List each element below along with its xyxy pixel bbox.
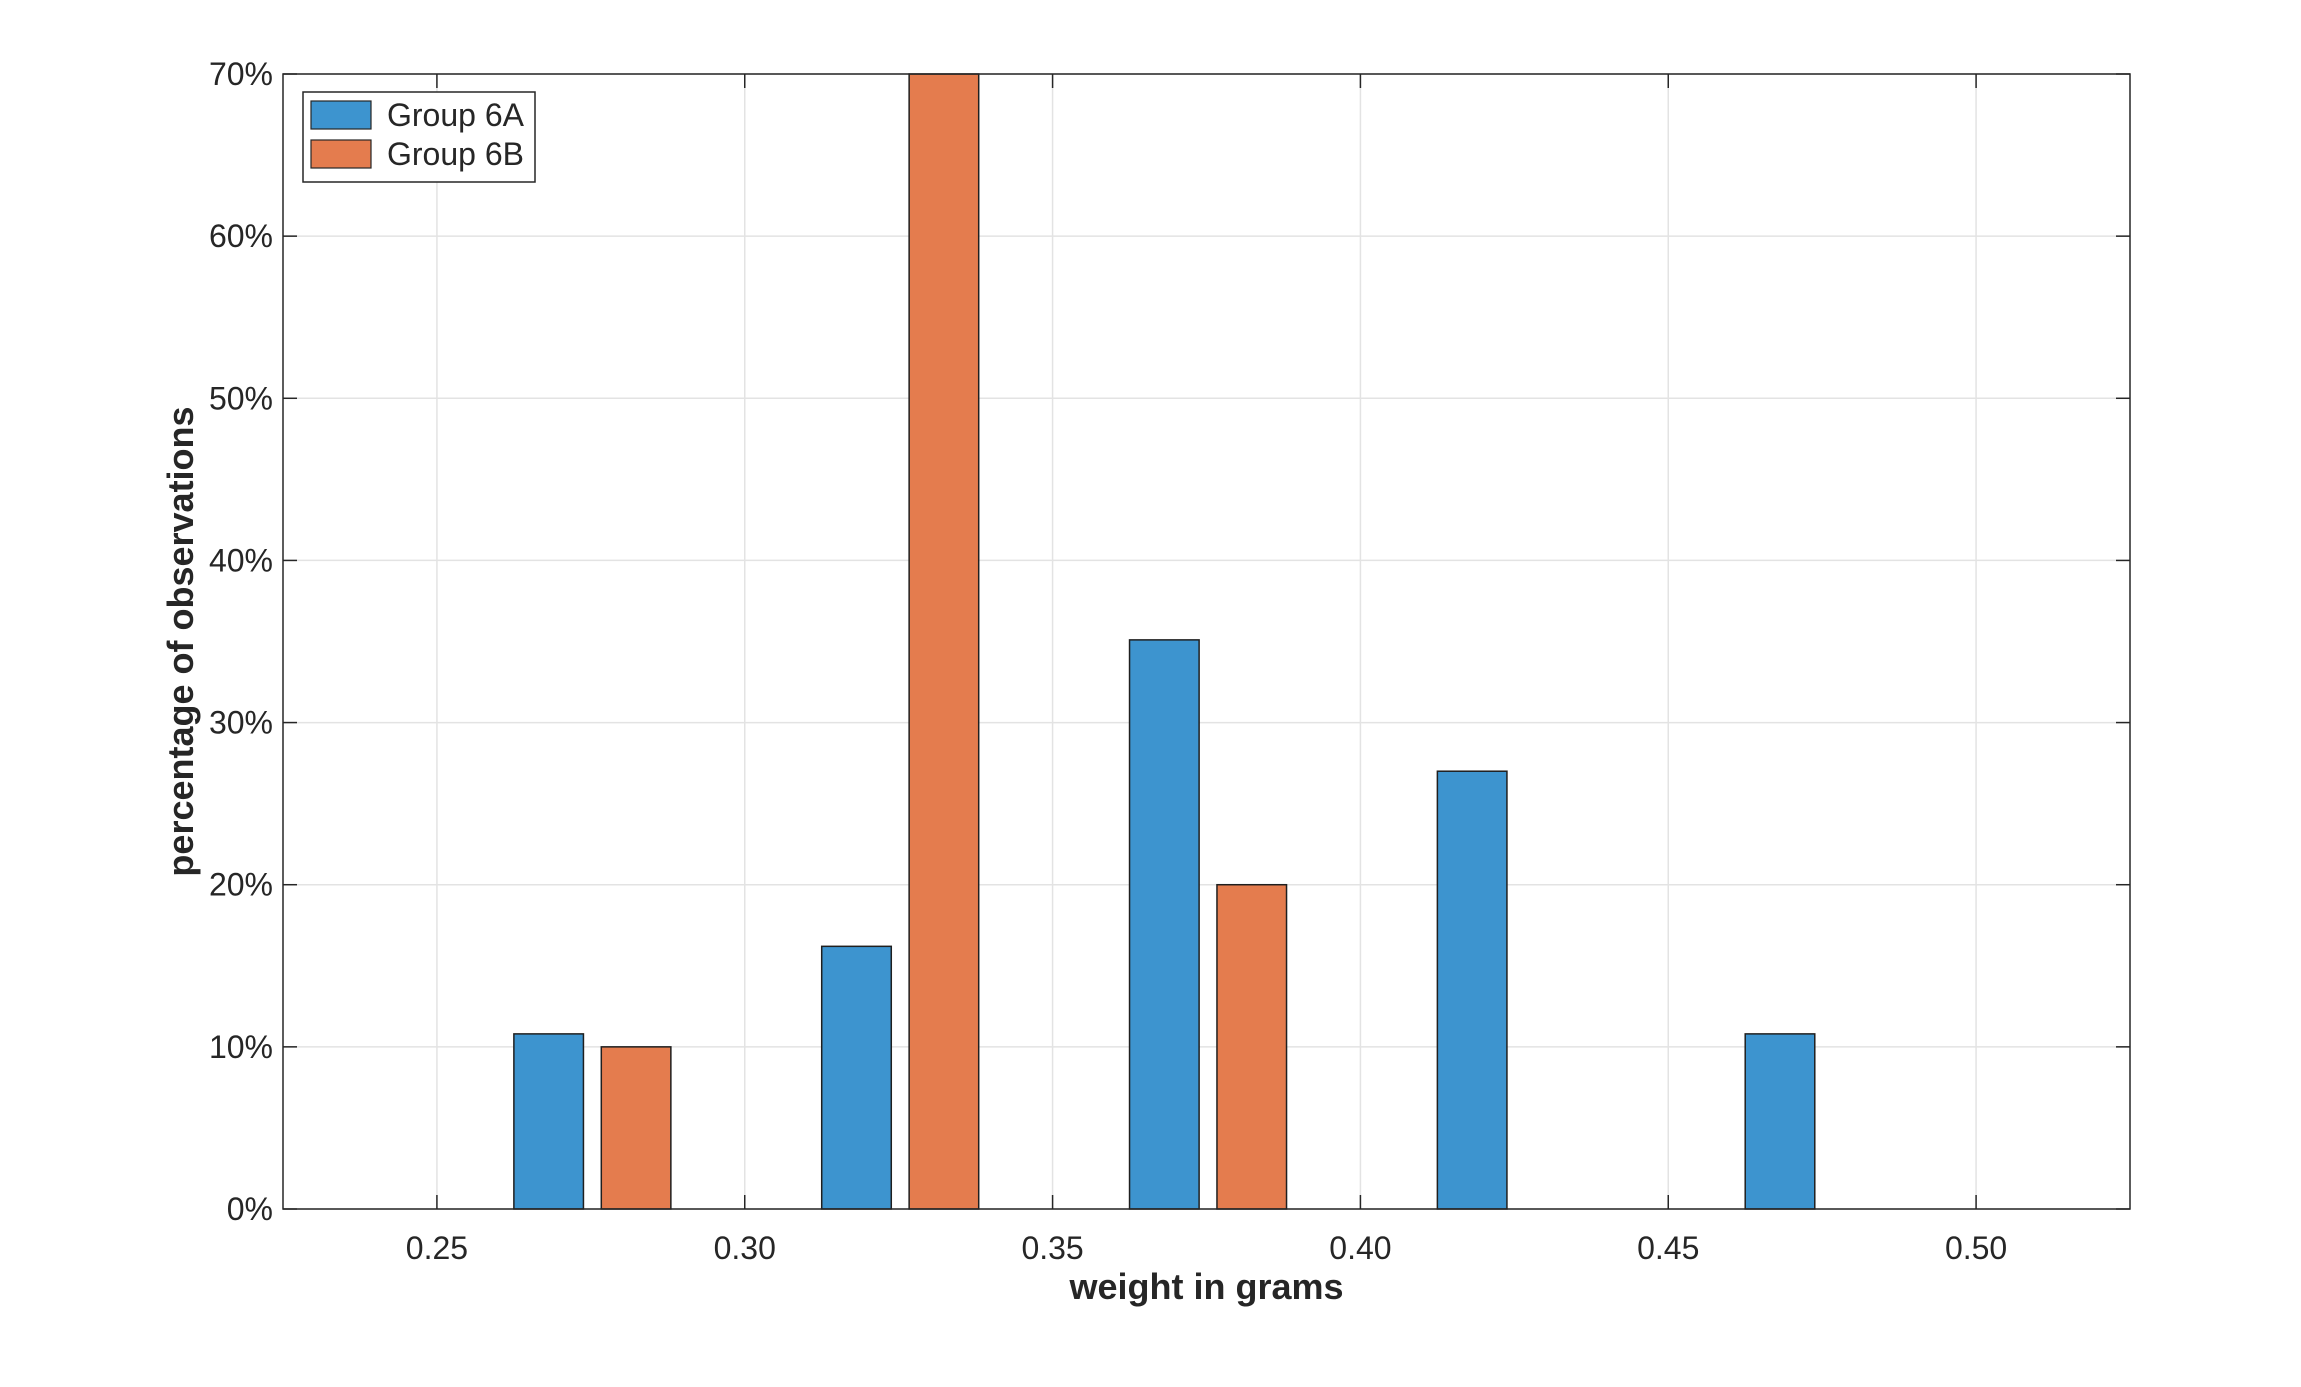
legend-label-group-6b: Group 6B (387, 136, 524, 172)
x-tick-label: 0.25 (406, 1230, 468, 1266)
bar-group-6b (908, 73, 980, 1210)
bar-group-6a (1128, 639, 1200, 1210)
y-tick-label: 30% (209, 705, 273, 741)
y-tick-label: 20% (209, 867, 273, 903)
y-tick-label: 60% (209, 218, 273, 254)
y-tick-label: 70% (209, 56, 273, 92)
bar-group-6b (600, 1046, 672, 1210)
bar-group-6a (1744, 1033, 1816, 1210)
bar-group-6a (513, 1033, 585, 1210)
tick-marks (283, 73, 2130, 1210)
x-axis-title: weight in grams (1068, 1266, 1343, 1307)
y-tick-label: 40% (209, 542, 273, 578)
x-tick-label: 0.50 (1945, 1230, 2007, 1266)
y-axis-title: percentage of observations (160, 406, 201, 876)
bar-group-6b (1216, 883, 1288, 1210)
bar-group-6a (820, 945, 893, 1210)
bars (513, 73, 1816, 1210)
x-tick-labels: 0.25 0.30 0.35 0.40 0.45 0.50 (406, 1230, 2007, 1266)
plot-background (283, 74, 2130, 1209)
plot-frame (282, 73, 2131, 1210)
x-tick-label: 0.45 (1637, 1230, 1699, 1266)
y-tick-label: 0% (227, 1191, 273, 1227)
x-tick-label: 0.40 (1329, 1230, 1391, 1266)
legend-label-group-6a: Group 6A (387, 97, 525, 133)
y-tick-label: 10% (209, 1029, 273, 1065)
y-tick-labels: 0% 10% 20% 30% 40% 50% 60% 70% (209, 56, 273, 1227)
legend: Group 6A Group 6B (302, 91, 536, 183)
y-tick-label: 50% (209, 380, 273, 416)
legend-swatch-group-6a (310, 100, 372, 130)
x-tick-label: 0.30 (714, 1230, 776, 1266)
legend-swatch-group-6b (310, 139, 372, 169)
bar-group-6a (1436, 770, 1508, 1210)
x-tick-label: 0.35 (1021, 1230, 1083, 1266)
